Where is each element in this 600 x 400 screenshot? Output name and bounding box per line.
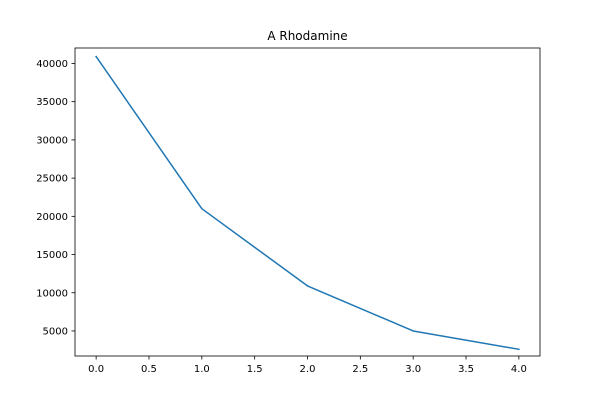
x-tick-label: 2.5 bbox=[352, 364, 368, 375]
y-tick-label: 5000 bbox=[43, 326, 68, 337]
x-tick-label: 0.0 bbox=[88, 364, 104, 375]
y-tick-label: 15000 bbox=[36, 250, 68, 261]
x-tick-label: 3.0 bbox=[405, 364, 421, 375]
axes-frame bbox=[74, 47, 541, 357]
y-tick-label: 35000 bbox=[36, 97, 68, 108]
x-tick-label: 0.5 bbox=[141, 364, 157, 375]
plot-area: 0.0 0.5 1.0 1.5 2.0 2.5 3.0 3.5 4.0 5000 10000 1500… bbox=[36, 55, 527, 375]
data-point bbox=[306, 285, 309, 287]
y-tick-label: 10000 bbox=[36, 288, 68, 299]
x-tick-label: 1.5 bbox=[247, 364, 263, 375]
data-point bbox=[201, 207, 203, 210]
x-tick-label: 3.5 bbox=[458, 364, 474, 375]
data-point bbox=[518, 348, 520, 351]
x-tick-label: 1.0 bbox=[194, 364, 210, 375]
data-point bbox=[412, 330, 414, 332]
y-tick-label: 40000 bbox=[36, 59, 68, 70]
data-point bbox=[95, 55, 97, 58]
chart-title: A Rhodamine bbox=[267, 29, 347, 43]
y-tick-label: 30000 bbox=[36, 135, 68, 146]
x-tick-label: 2.0 bbox=[300, 364, 316, 375]
y-tick-label: 25000 bbox=[36, 174, 68, 185]
x-tick-label: 4.0 bbox=[511, 364, 527, 375]
series-line bbox=[95, 55, 520, 351]
y-tick-label: 20000 bbox=[36, 212, 68, 223]
